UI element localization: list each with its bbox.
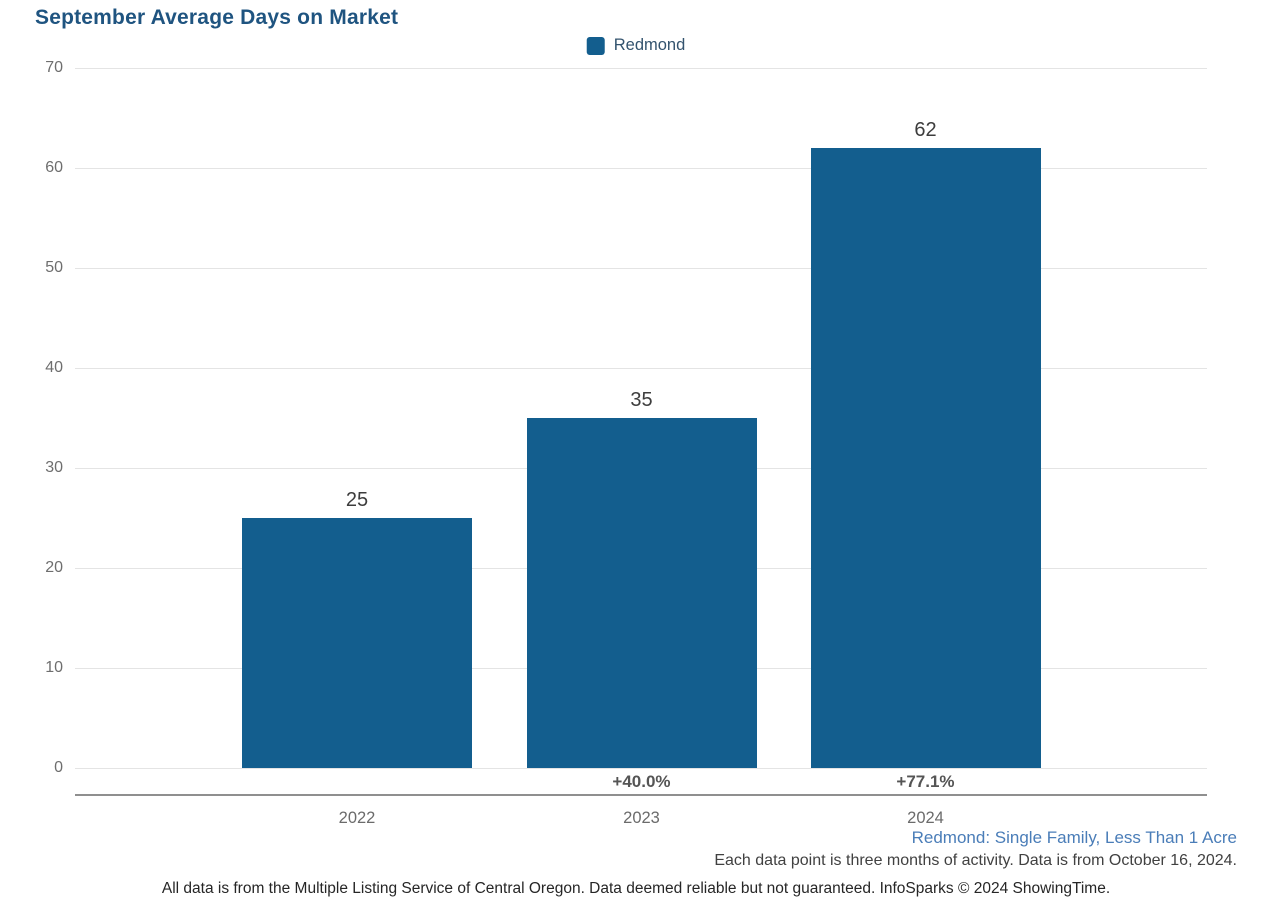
x-axis-tick-label-2023: 2023 bbox=[623, 809, 660, 827]
x-axis-tick-label-2022: 2022 bbox=[338, 809, 376, 827]
pct-change-label-2023: +40.0% bbox=[612, 772, 671, 791]
y-axis-tick-label: 70 bbox=[45, 59, 63, 76]
y-axis-tick-label: 10 bbox=[45, 659, 63, 676]
footer-disclaimer: All data is from the Multiple Listing Se… bbox=[161, 880, 1111, 897]
gridline-y-60 bbox=[75, 168, 1207, 169]
x-axis-line bbox=[75, 794, 1207, 796]
chart-title: September Average Days on Market bbox=[35, 6, 399, 29]
footer-filter-label: Redmond: Single Family, Less Than 1 Acre bbox=[911, 828, 1237, 847]
bar-2022[interactable] bbox=[242, 518, 472, 768]
legend: Redmond bbox=[586, 36, 686, 55]
y-axis-tick-label: 30 bbox=[45, 459, 63, 476]
footer-data-note: Each data point is three months of activ… bbox=[714, 852, 1237, 869]
gridline-y-40 bbox=[75, 368, 1207, 369]
y-axis-tick-label: 0 bbox=[54, 759, 63, 776]
pct-change-label-2024: +77.1% bbox=[896, 772, 955, 791]
gridline-y-50 bbox=[75, 268, 1207, 269]
legend-label-redmond: Redmond bbox=[613, 36, 686, 54]
y-axis-tick-label: 60 bbox=[45, 159, 63, 176]
x-axis-tick-label-2024: 2024 bbox=[907, 809, 944, 827]
y-axis-tick-label: 20 bbox=[45, 559, 63, 576]
gridline-y-0 bbox=[75, 768, 1207, 769]
bar-2024[interactable] bbox=[810, 148, 1041, 768]
bar-value-label-2024: 62 bbox=[914, 119, 937, 141]
bar-value-label-2023: 35 bbox=[630, 389, 653, 411]
legend-swatch-redmond bbox=[586, 36, 605, 55]
y-axis-tick-label: 40 bbox=[45, 359, 63, 376]
gridline-y-70 bbox=[75, 68, 1207, 69]
y-axis-tick-label: 50 bbox=[45, 259, 63, 276]
bar-value-label-2022: 25 bbox=[345, 489, 369, 511]
bar-2023[interactable] bbox=[526, 418, 757, 768]
